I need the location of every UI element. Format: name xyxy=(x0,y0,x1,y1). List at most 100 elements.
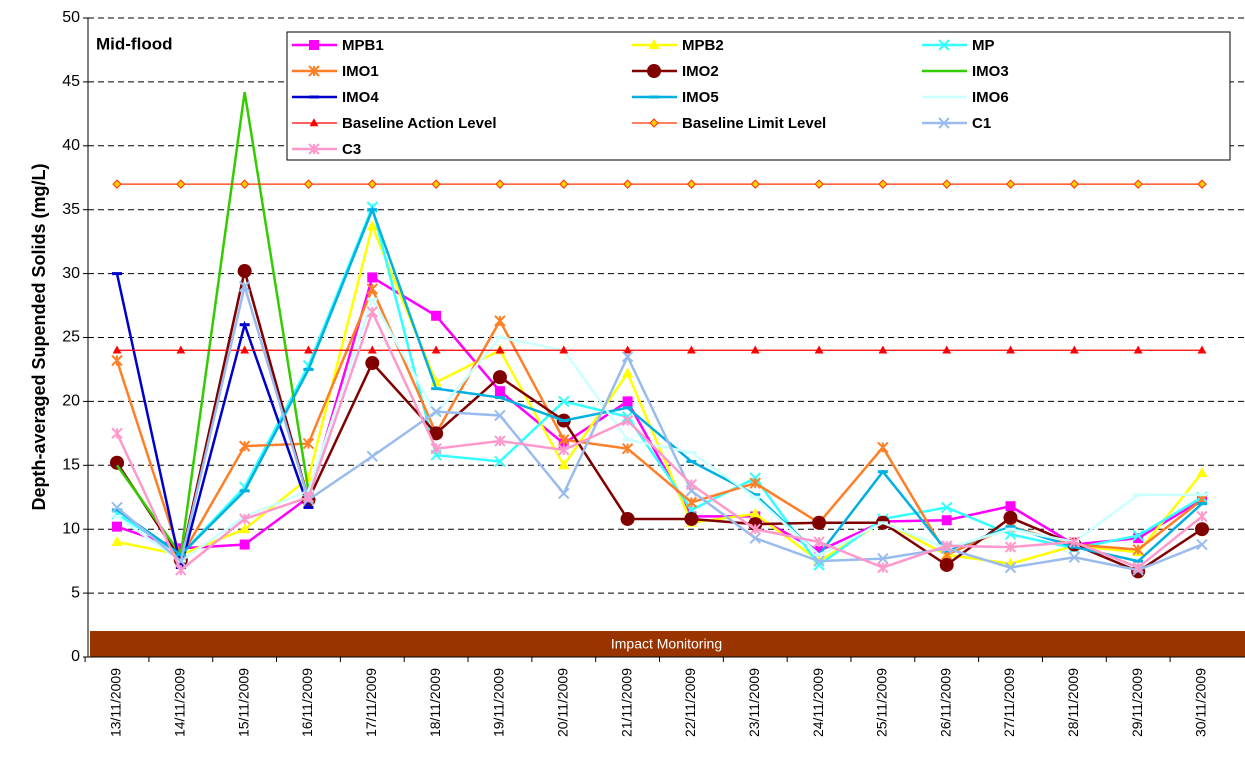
legend-label: MPB1 xyxy=(342,37,384,54)
y-tick-label: 5 xyxy=(71,584,80,601)
marker xyxy=(1069,179,1080,189)
legend-label: IMO6 xyxy=(972,89,1009,106)
marker xyxy=(684,511,699,526)
y-tick-label: 0 xyxy=(71,648,80,665)
marker xyxy=(559,345,569,354)
marker xyxy=(1005,179,1016,189)
marker xyxy=(365,356,380,371)
y-tick-label: 45 xyxy=(62,73,80,90)
marker xyxy=(558,487,570,500)
marker xyxy=(558,434,570,446)
series-line xyxy=(116,206,1203,563)
marker xyxy=(648,39,660,49)
x-tick-label: 19/11/2009 xyxy=(491,668,507,737)
marker xyxy=(749,532,761,544)
x-tick-label: 23/11/2009 xyxy=(746,668,762,737)
marker xyxy=(685,478,698,491)
marker xyxy=(1068,551,1081,564)
marker xyxy=(686,179,697,189)
x-tick-label: 28/11/2009 xyxy=(1065,668,1081,737)
marker xyxy=(1006,345,1015,354)
y-tick-label: 30 xyxy=(62,265,80,282)
marker xyxy=(238,513,251,525)
marker xyxy=(812,515,827,530)
marker xyxy=(492,370,507,385)
marker xyxy=(431,179,441,189)
marker xyxy=(1004,541,1017,553)
marker xyxy=(1133,179,1143,189)
y-tick-label: 25 xyxy=(62,329,80,346)
legend-label: IMO2 xyxy=(682,63,719,80)
marker xyxy=(239,523,251,534)
marker xyxy=(939,557,954,572)
marker xyxy=(238,440,251,452)
marker xyxy=(814,179,824,189)
x-tick-label: 24/11/2009 xyxy=(810,668,826,737)
marker xyxy=(1196,538,1208,551)
series-line xyxy=(115,273,310,568)
marker xyxy=(750,179,760,189)
marker xyxy=(941,515,952,526)
marker xyxy=(494,409,506,422)
marker xyxy=(308,65,320,77)
marker xyxy=(1195,522,1209,537)
marker xyxy=(1197,179,1207,189)
marker xyxy=(1132,529,1144,542)
marker xyxy=(1196,510,1208,523)
marker xyxy=(303,179,314,189)
series-line xyxy=(116,222,1203,565)
marker xyxy=(240,345,250,354)
marker xyxy=(1133,345,1143,354)
marker xyxy=(814,345,824,354)
marker xyxy=(1196,466,1208,477)
legend-label: C3 xyxy=(342,141,361,158)
marker xyxy=(558,459,570,470)
marker xyxy=(749,507,761,518)
y-tick-label: 20 xyxy=(62,393,80,410)
marker xyxy=(239,179,250,189)
x-tick-label: 30/11/2009 xyxy=(1193,668,1209,737)
x-tick-label: 21/11/2009 xyxy=(618,668,634,737)
marker xyxy=(621,350,634,363)
legend-label: IMO5 xyxy=(682,89,719,106)
marker xyxy=(749,523,761,535)
annotation: Mid-flood xyxy=(96,34,172,53)
legend-label: MP xyxy=(972,37,995,54)
series-line xyxy=(116,296,1202,563)
marker xyxy=(1003,510,1018,525)
marker xyxy=(1197,345,1207,354)
marker xyxy=(621,414,634,427)
marker xyxy=(940,540,953,552)
marker xyxy=(622,396,633,407)
marker xyxy=(111,354,123,367)
marker xyxy=(649,118,659,128)
marker xyxy=(647,64,661,78)
marker xyxy=(309,118,319,127)
marker xyxy=(112,345,122,354)
x-tick-label: 26/11/2009 xyxy=(937,668,953,737)
marker xyxy=(622,179,633,189)
marker xyxy=(814,545,825,556)
y-tick-label: 35 xyxy=(62,201,80,218)
marker xyxy=(238,280,251,293)
marker xyxy=(239,539,250,550)
marker xyxy=(494,386,505,397)
marker xyxy=(308,143,320,155)
legend-label: MPB2 xyxy=(682,37,724,54)
series-line xyxy=(116,275,1203,553)
marker xyxy=(685,496,698,509)
marker xyxy=(938,117,950,129)
marker xyxy=(942,345,952,354)
marker xyxy=(366,306,379,318)
marker xyxy=(813,555,825,567)
marker xyxy=(366,283,379,295)
x-tick-label: 15/11/2009 xyxy=(235,668,251,737)
marker xyxy=(494,455,506,468)
marker xyxy=(877,561,889,574)
marker xyxy=(1004,561,1017,574)
marker xyxy=(940,501,953,514)
marker xyxy=(813,536,825,548)
x-tick-label: 17/11/2009 xyxy=(363,668,379,737)
marker xyxy=(620,511,635,526)
